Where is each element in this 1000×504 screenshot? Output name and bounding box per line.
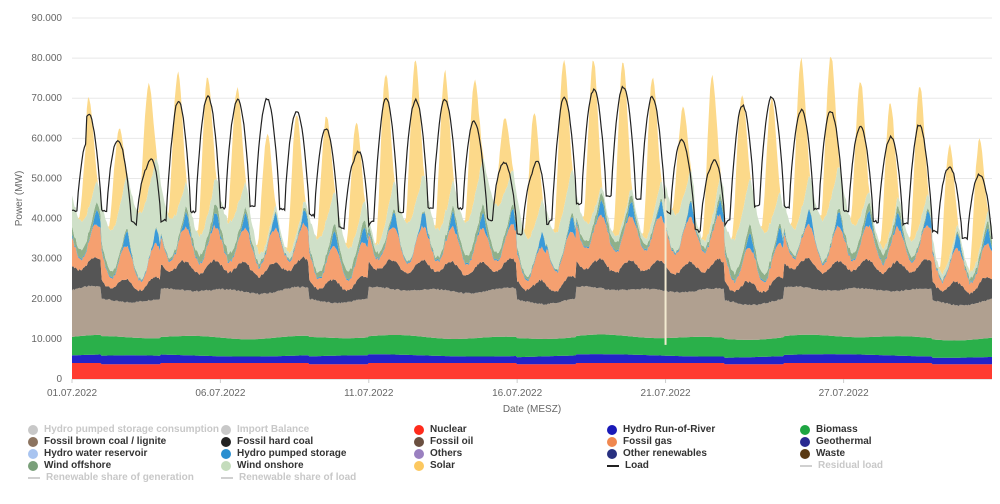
legend-label: Hydro Run-of-River	[623, 424, 716, 435]
legend-label: Fossil oil	[430, 436, 474, 447]
legend-label: Wind onshore	[237, 460, 304, 471]
legend-item-others[interactable]: Others	[414, 448, 462, 459]
legend-label: Wind offshore	[44, 460, 112, 471]
legend-item-hydro-pumped-storage-consumption[interactable]: Hydro pumped storage consumption	[28, 424, 219, 435]
x-tick-label: 01.07.2022	[47, 388, 97, 399]
y-tick-label: 10.000	[31, 334, 62, 345]
series-area-biomass	[72, 334, 992, 358]
x-tick-label: 27.07.2022	[819, 388, 869, 399]
legend-label: Hydro water reservoir	[44, 448, 148, 459]
legend-label: Fossil gas	[623, 436, 672, 447]
y-tick-label: 60.000	[31, 133, 62, 144]
legend-item-hydro-water-reservoir[interactable]: Hydro water reservoir	[28, 448, 147, 459]
legend-item-solar[interactable]: Solar	[414, 460, 455, 471]
legend-item-hydro-pumped-storage[interactable]: Hydro pumped storage	[221, 448, 346, 459]
legend-dot-marker-icon	[800, 448, 810, 459]
legend-label: Solar	[430, 460, 456, 471]
legend-dot-marker-icon	[414, 460, 424, 471]
series-area-hydro-pumped-storage	[72, 199, 992, 285]
legend-item-residual-load[interactable]: Residual load	[800, 460, 883, 471]
legend-label: Renewable share of generation	[46, 472, 194, 483]
legend-item-other-renewables[interactable]: Other renewables	[607, 448, 707, 459]
legend-item-biomass[interactable]: Biomass	[800, 424, 858, 435]
legend-dot-marker-icon	[221, 460, 231, 471]
legend-label: Hydro pumped storage	[237, 448, 347, 459]
legend-label: Nuclear	[430, 424, 467, 435]
legend-label: Load	[625, 460, 649, 471]
legend-item-fossil-hard-coal[interactable]: Fossil hard coal	[221, 436, 313, 447]
legend-item-hydro-run-of-river[interactable]: Hydro Run-of-River	[607, 424, 715, 435]
legend-label: Waste	[816, 448, 846, 459]
legend-item-fossil-gas[interactable]: Fossil gas	[607, 436, 672, 447]
legend-dot-marker-icon	[800, 436, 810, 447]
y-axis-title: Power (MW)	[14, 171, 25, 227]
legend-item-wind-onshore[interactable]: Wind onshore	[221, 460, 304, 471]
legend-label: Other renewables	[623, 448, 707, 459]
legend-label: Renewable share of load	[239, 472, 357, 483]
legend-item-load[interactable]: Load	[607, 460, 649, 471]
y-tick-label: 40.000	[31, 214, 62, 225]
legend-dot-marker-icon	[28, 460, 38, 471]
x-tick-label: 06.07.2022	[195, 388, 245, 399]
series-line-load	[71, 85, 993, 241]
series-area-fossil-brown-coal-lignite	[72, 285, 992, 341]
series-area-hydro-run-of-river	[72, 354, 992, 365]
legend-dot-marker-icon	[800, 424, 810, 435]
legend-label: Geothermal	[816, 436, 872, 447]
stacked-area-chart: 0 10.000 20.000 30.000 40.000 50.000 60.000 70.…	[14, 13, 993, 415]
y-tick-label: 90.000	[31, 13, 62, 24]
series-area-fossil-gas	[72, 214, 992, 295]
x-axis-title: Date (MESZ)	[503, 404, 561, 415]
legend-item-import-balance[interactable]: Import Balance	[221, 424, 309, 435]
legend-label: Residual load	[818, 460, 884, 471]
legend-item-wind-offshore[interactable]: Wind offshore	[28, 460, 111, 471]
legend-dot-marker-icon	[414, 436, 424, 447]
y-tick-label: 0	[56, 374, 62, 385]
x-tick-label: 21.07.2022	[641, 388, 691, 399]
legend-dot-marker-icon	[28, 424, 38, 435]
legend-dot-marker-icon	[221, 448, 231, 459]
legend-item-geothermal[interactable]: Geothermal	[800, 436, 872, 447]
legend-dot-marker-icon	[28, 448, 38, 459]
legend-line-marker-icon	[221, 476, 233, 479]
y-tick-label: 20.000	[31, 294, 62, 305]
legend-dot-marker-icon	[607, 448, 617, 459]
legend-item-renewable-share-of-load[interactable]: Renewable share of load	[221, 472, 356, 483]
legend-item-fossil-brown-coal-lignite[interactable]: Fossil brown coal / lignite	[28, 436, 166, 447]
legend-item-fossil-oil[interactable]: Fossil oil	[414, 436, 473, 447]
legend-dot-marker-icon	[221, 424, 231, 435]
legend-label: Hydro pumped storage consumption	[44, 424, 220, 435]
legend-label: Others	[430, 448, 463, 459]
y-tick-label: 50.000	[31, 173, 62, 184]
legend-dot-marker-icon	[28, 436, 38, 447]
legend-line-marker-icon	[607, 464, 619, 467]
x-tick-label: 11.07.2022	[344, 388, 394, 399]
legend-label: Fossil hard coal	[237, 436, 314, 447]
y-tick-label: 80.000	[31, 53, 62, 64]
legend-item-nuclear[interactable]: Nuclear	[414, 424, 467, 435]
x-tick-label: 16.07.2022	[492, 388, 542, 399]
y-tick-label: 70.000	[31, 93, 62, 104]
legend-item-waste[interactable]: Waste	[800, 448, 845, 459]
legend-line-marker-icon	[800, 464, 812, 467]
legend-item-renewable-share-of-generation[interactable]: Renewable share of generation	[28, 472, 194, 483]
legend-dot-marker-icon	[414, 448, 424, 459]
y-tick-label: 30.000	[31, 254, 62, 265]
legend-label: Biomass	[816, 424, 858, 435]
legend-dot-marker-icon	[607, 436, 617, 447]
legend-label: Fossil brown coal / lignite	[44, 436, 167, 447]
series-area-wind-onshore	[72, 157, 992, 281]
legend-dot-marker-icon	[607, 424, 617, 435]
legend-dot-marker-icon	[221, 436, 231, 447]
legend-dot-marker-icon	[414, 424, 424, 435]
legend-label: Import Balance	[237, 424, 310, 435]
legend-line-marker-icon	[28, 476, 40, 479]
series-area-fossil-hard-coal	[72, 256, 992, 307]
series-area-nuclear	[72, 363, 992, 379]
series-area-solar	[72, 56, 992, 275]
